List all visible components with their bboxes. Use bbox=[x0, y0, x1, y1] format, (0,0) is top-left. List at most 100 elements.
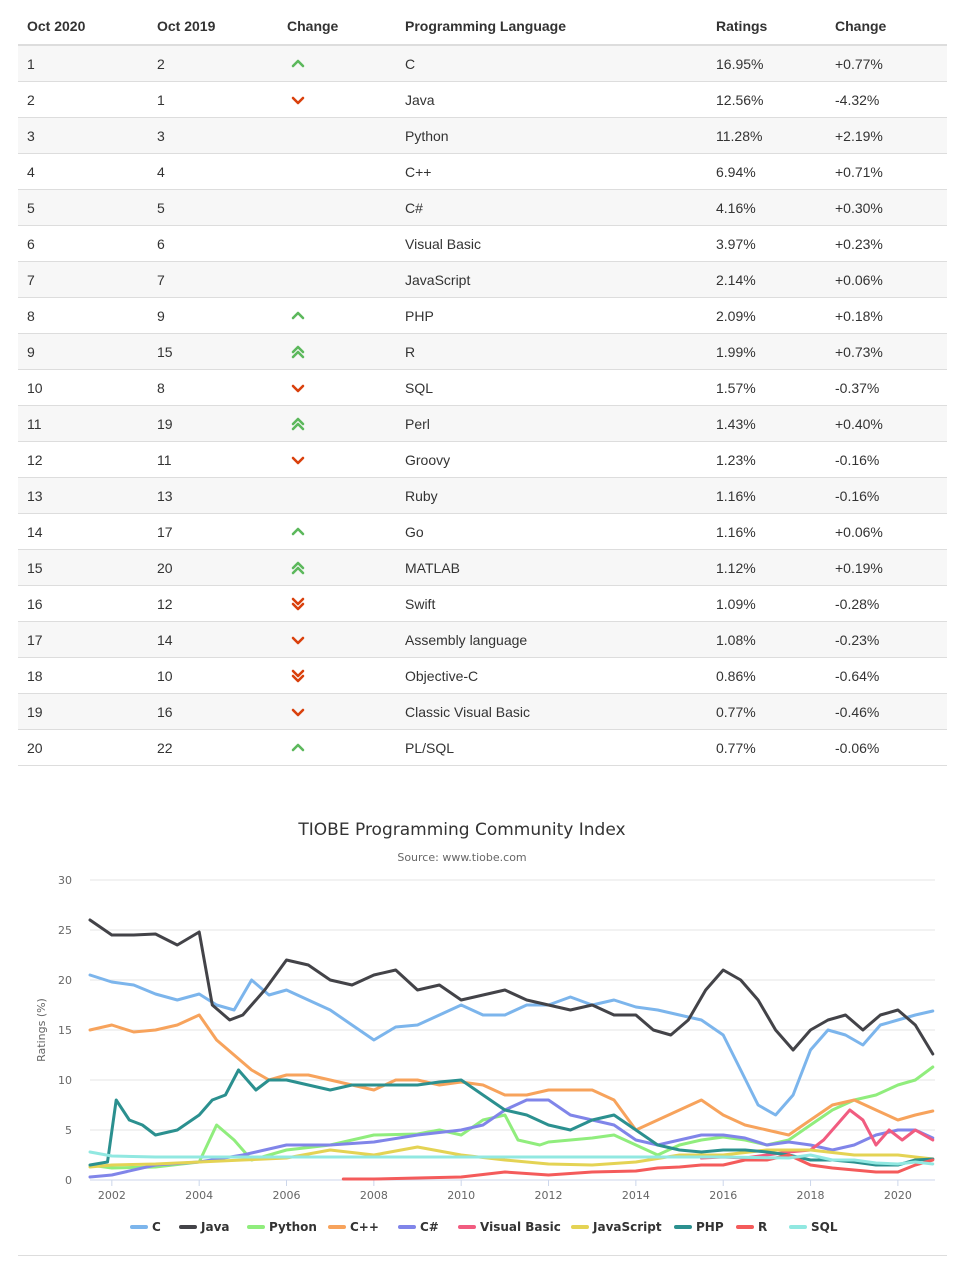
double-chevron-up-icon bbox=[291, 561, 305, 575]
prev-rank-cell: 22 bbox=[148, 729, 278, 766]
change-arrow-cell bbox=[278, 729, 396, 766]
prev-rank-cell: 9 bbox=[148, 297, 278, 334]
language-cell: Go bbox=[396, 513, 707, 550]
rating-cell: 1.57% bbox=[707, 369, 826, 406]
rating-cell: 0.86% bbox=[707, 657, 826, 694]
table-row: 11 19 Perl 1.43% +0.40% bbox=[18, 405, 947, 442]
y-tick-label: 0 bbox=[65, 1174, 72, 1187]
legend-item[interactable]: C bbox=[130, 1220, 161, 1234]
ranking-table: Oct 2020 Oct 2019 Change Programming Lan… bbox=[18, 8, 947, 766]
change-arrow-cell bbox=[278, 117, 396, 154]
table-row: 6 6 Visual Basic 3.97% +0.23% bbox=[18, 225, 947, 262]
double-chevron-up-icon bbox=[291, 345, 305, 359]
chevron-down-icon bbox=[291, 456, 305, 465]
rank-cell: 8 bbox=[18, 297, 148, 334]
table-row: 13 13 Ruby 1.16% -0.16% bbox=[18, 477, 947, 514]
legend-item[interactable]: Java bbox=[179, 1220, 229, 1234]
series-line-c-[interactable] bbox=[88, 1098, 935, 1179]
series-line-javascript[interactable] bbox=[88, 1145, 935, 1169]
rank-cell: 3 bbox=[18, 117, 148, 154]
legend-label: C# bbox=[420, 1220, 439, 1234]
rating-cell: 2.14% bbox=[707, 261, 826, 298]
language-cell: SQL bbox=[396, 369, 707, 406]
x-tick-label: 2018 bbox=[797, 1189, 825, 1202]
chevron-down-icon bbox=[291, 636, 305, 645]
rating-cell: 16.95% bbox=[707, 45, 826, 82]
table-row: 12 11 Groovy 1.23% -0.16% bbox=[18, 441, 947, 478]
legend-item[interactable]: PHP bbox=[674, 1220, 724, 1234]
change-arrow-cell bbox=[278, 549, 396, 586]
y-tick-label: 10 bbox=[58, 1074, 72, 1087]
rating-change-cell: -0.23% bbox=[826, 621, 947, 658]
rank-cell: 6 bbox=[18, 225, 148, 262]
change-arrow-cell bbox=[278, 405, 396, 442]
rating-cell: 1.23% bbox=[707, 441, 826, 478]
language-cell: Objective-C bbox=[396, 657, 707, 694]
language-cell: Ruby bbox=[396, 477, 707, 514]
series-line-c-[interactable] bbox=[88, 1013, 935, 1137]
language-cell: Python bbox=[396, 117, 707, 154]
table-row: 3 3 Python 11.28% +2.19% bbox=[18, 117, 947, 154]
series-line-r[interactable] bbox=[341, 1153, 935, 1181]
table-row: 14 17 Go 1.16% +0.06% bbox=[18, 513, 947, 550]
rating-change-cell: +2.19% bbox=[826, 117, 947, 154]
table-row: 20 22 PL/SQL 0.77% -0.06% bbox=[18, 729, 947, 766]
prev-rank-cell: 4 bbox=[148, 153, 278, 190]
rating-cell: 0.77% bbox=[707, 729, 826, 766]
legend-item[interactable]: C++ bbox=[328, 1220, 379, 1234]
chevron-up-icon bbox=[291, 743, 305, 752]
series-line-c[interactable] bbox=[88, 973, 935, 1117]
chevron-down-icon bbox=[291, 384, 305, 393]
legend-item[interactable]: Python bbox=[247, 1220, 317, 1234]
language-cell: C bbox=[396, 45, 707, 82]
prev-rank-cell: 6 bbox=[148, 225, 278, 262]
table-row: 17 14 Assembly language 1.08% -0.23% bbox=[18, 621, 947, 658]
legend-item[interactable]: SQL bbox=[789, 1220, 838, 1234]
table-row: 9 15 R 1.99% +0.73% bbox=[18, 333, 947, 370]
prev-rank-cell: 15 bbox=[148, 333, 278, 370]
table-row: 16 12 Swift 1.09% -0.28% bbox=[18, 585, 947, 622]
rank-cell: 10 bbox=[18, 369, 148, 406]
legend-label: SQL bbox=[811, 1220, 838, 1234]
y-axis-label: Ratings (%) bbox=[35, 998, 48, 1062]
x-tick-label: 2010 bbox=[447, 1189, 475, 1202]
rating-change-cell: -0.28% bbox=[826, 585, 947, 622]
y-tick-label: 20 bbox=[58, 974, 72, 987]
col-header-oct-2020: Oct 2020 bbox=[18, 8, 148, 46]
rating-cell: 1.16% bbox=[707, 477, 826, 514]
prev-rank-cell: 5 bbox=[148, 189, 278, 226]
prev-rank-cell: 16 bbox=[148, 693, 278, 730]
y-tick-label: 15 bbox=[58, 1024, 72, 1037]
rating-cell: 1.16% bbox=[707, 513, 826, 550]
prev-rank-cell: 3 bbox=[148, 117, 278, 154]
prev-rank-cell: 14 bbox=[148, 621, 278, 658]
change-arrow-cell bbox=[278, 441, 396, 478]
change-arrow-cell bbox=[278, 513, 396, 550]
y-tick-label: 25 bbox=[58, 924, 72, 937]
legend-item[interactable]: R bbox=[736, 1220, 767, 1234]
rank-cell: 16 bbox=[18, 585, 148, 622]
series-line-java[interactable] bbox=[88, 918, 935, 1056]
table-row: 2 1 Java 12.56% -4.32% bbox=[18, 81, 947, 118]
legend-item[interactable]: JavaScript bbox=[571, 1220, 662, 1234]
change-arrow-cell bbox=[278, 261, 396, 298]
rating-change-cell: -0.06% bbox=[826, 729, 947, 766]
prev-rank-cell: 2 bbox=[148, 45, 278, 82]
series-line-sql[interactable] bbox=[88, 1150, 935, 1166]
rating-cell: 0.77% bbox=[707, 693, 826, 730]
rating-cell: 4.16% bbox=[707, 189, 826, 226]
prev-rank-cell: 7 bbox=[148, 261, 278, 298]
series-line-python[interactable] bbox=[88, 1065, 935, 1170]
legend-item[interactable]: C# bbox=[398, 1220, 439, 1234]
change-arrow-cell bbox=[278, 657, 396, 694]
prev-rank-cell: 11 bbox=[148, 441, 278, 478]
rating-change-cell: -0.64% bbox=[826, 657, 947, 694]
change-arrow-cell bbox=[278, 621, 396, 658]
chevron-up-icon bbox=[291, 527, 305, 536]
rating-change-cell: +0.06% bbox=[826, 513, 947, 550]
rank-cell: 14 bbox=[18, 513, 148, 550]
rank-cell: 11 bbox=[18, 405, 148, 442]
prev-rank-cell: 19 bbox=[148, 405, 278, 442]
table-header-row: Oct 2020 Oct 2019 Change Programming Lan… bbox=[18, 8, 947, 46]
legend-item[interactable]: Visual Basic bbox=[458, 1220, 561, 1234]
